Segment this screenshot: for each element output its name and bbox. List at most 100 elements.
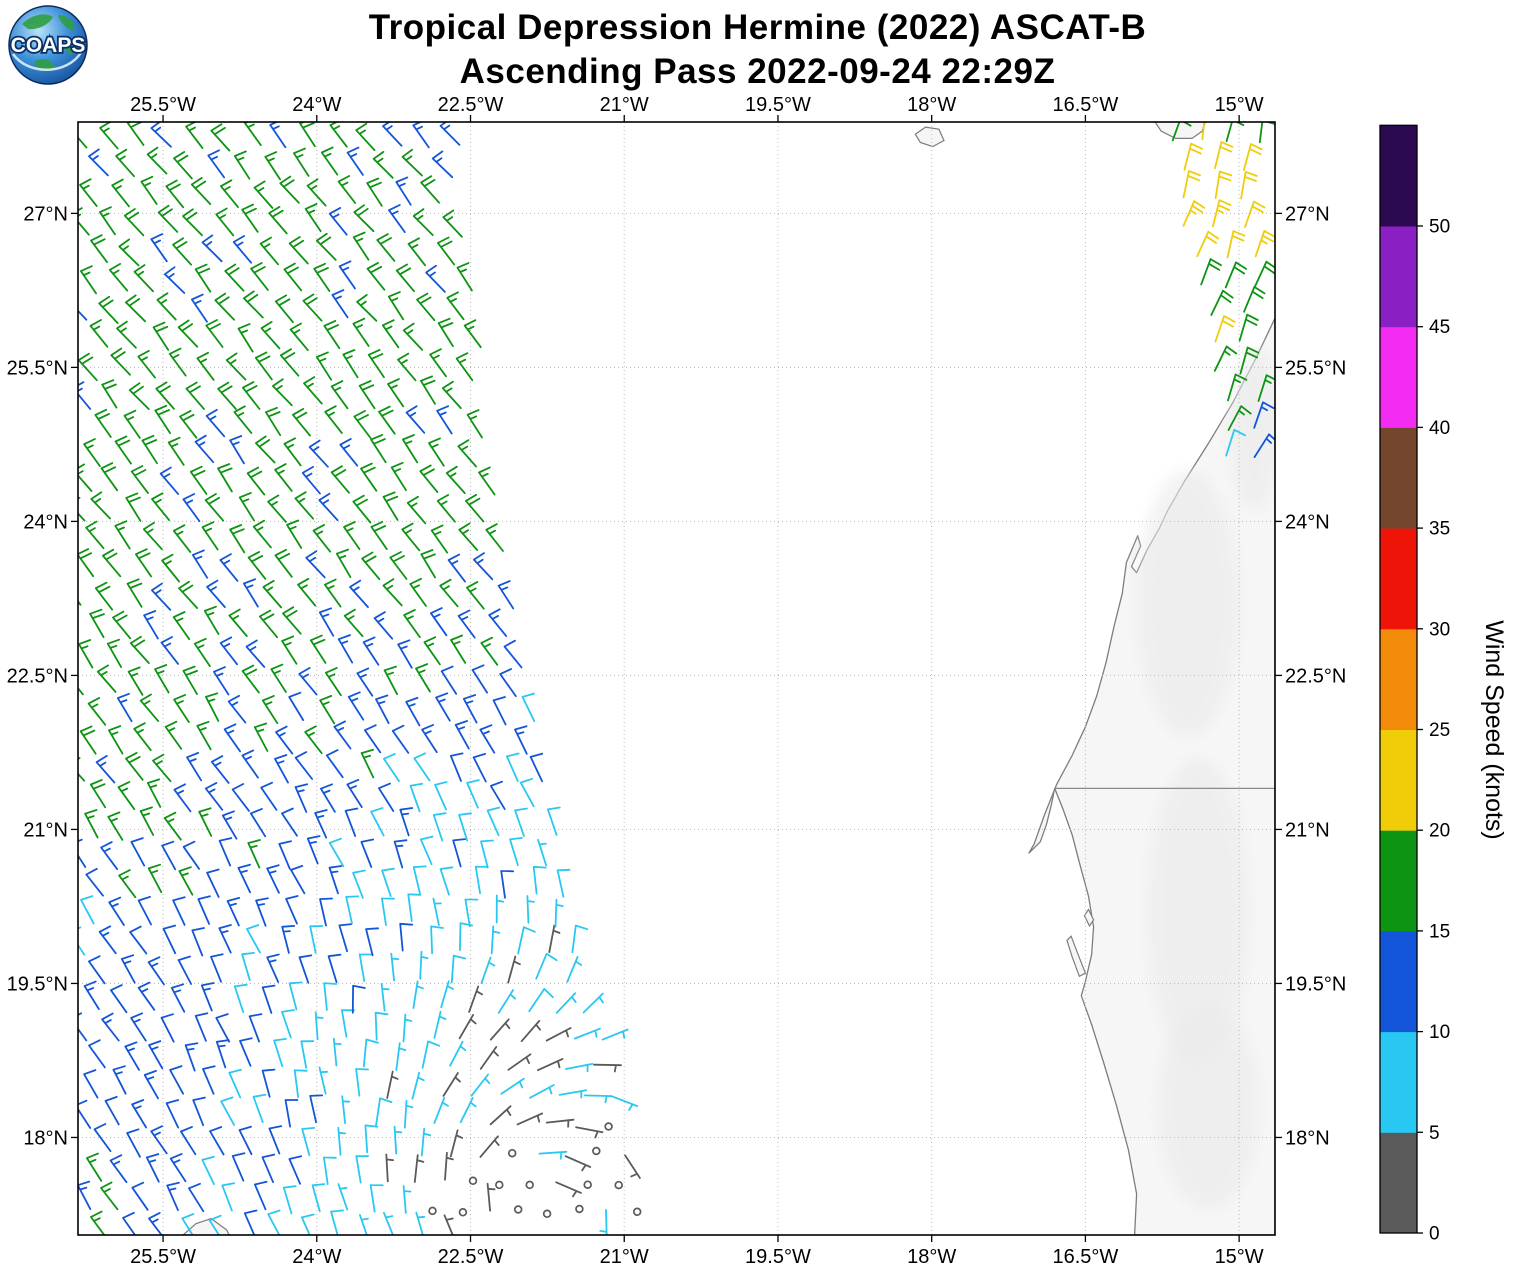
colorbar-label: Wind Speed (knots) bbox=[1480, 620, 1508, 840]
wind-barb-icon bbox=[538, 1150, 568, 1160]
wind-barb-icon bbox=[1225, 122, 1245, 142]
wind-barb-icon bbox=[288, 691, 305, 721]
wind-barb-icon bbox=[1254, 260, 1275, 288]
wind-barb-icon bbox=[78, 122, 88, 149]
colorbar-tick-label: 10 bbox=[1429, 1022, 1450, 1043]
wind-barb-icon bbox=[204, 493, 224, 522]
wind-barb-icon bbox=[226, 897, 241, 927]
wind-barb-icon bbox=[238, 1125, 253, 1156]
colorbar-frame bbox=[1379, 124, 1418, 1234]
x-tick-label-top: 24°W bbox=[292, 94, 341, 116]
wind-barb-icon bbox=[218, 924, 232, 954]
wind-barb-icon bbox=[185, 381, 205, 410]
wind-barb-icon bbox=[352, 317, 370, 347]
y-tick-label-left: 24°N bbox=[23, 511, 68, 533]
wind-barb-icon bbox=[436, 494, 456, 523]
wind-barb-icon bbox=[206, 868, 220, 898]
wind-barb-icon bbox=[1258, 122, 1275, 144]
wind-barb-icon bbox=[146, 146, 168, 175]
coaps-logo: COAPS bbox=[6, 2, 90, 86]
wind-barb-icon bbox=[112, 610, 132, 640]
wind-barb-icon bbox=[173, 783, 192, 813]
wind-barb-icon bbox=[152, 321, 170, 351]
axes-frame bbox=[77, 121, 1276, 1236]
wind-barb-icon bbox=[246, 466, 266, 496]
wind-barb-icon bbox=[203, 605, 220, 635]
wind-barb-icon bbox=[184, 1042, 199, 1072]
wind-barb-icon bbox=[198, 807, 213, 837]
wind-barb-icon bbox=[229, 524, 246, 554]
wind-barb-icon bbox=[555, 992, 577, 1014]
wind-barb-icon bbox=[137, 896, 152, 926]
wind-barb-icon bbox=[94, 581, 114, 611]
wind-barb-icon bbox=[243, 290, 264, 319]
wind-barb-icon bbox=[309, 634, 327, 664]
calm-circle-icon bbox=[583, 1180, 592, 1189]
wind-barb-icon bbox=[1201, 122, 1206, 141]
wind-barb-icon bbox=[140, 175, 158, 205]
colorbar-segment bbox=[1380, 830, 1417, 932]
wind-barb-icon bbox=[243, 578, 259, 608]
wind-barb-icon bbox=[205, 692, 220, 722]
wind-barb-icon bbox=[129, 925, 148, 955]
wind-barb-icon bbox=[545, 1118, 575, 1128]
wind-barb-icon bbox=[479, 724, 496, 754]
wind-barb-icon bbox=[492, 696, 507, 726]
wind-barb-icon bbox=[288, 1155, 302, 1185]
wind-barb-icon bbox=[403, 609, 421, 638]
wind-barb-icon bbox=[181, 1213, 195, 1235]
plot-border bbox=[77, 121, 1276, 1236]
colorbar-tick-label: 20 bbox=[1429, 821, 1450, 842]
wind-barb-icon bbox=[243, 1209, 258, 1235]
wind-barb-icon bbox=[444, 1151, 454, 1181]
wind-barb-icon bbox=[353, 410, 372, 439]
wind-barb-icon bbox=[284, 1099, 299, 1128]
wind-barb-icon bbox=[486, 806, 501, 837]
wind-barb-icon bbox=[338, 923, 353, 953]
calm-circle-icon bbox=[575, 1204, 584, 1214]
wind-barb-icon bbox=[120, 954, 136, 984]
wind-barb-icon bbox=[249, 808, 267, 838]
y-tick-label-left: 27°N bbox=[23, 203, 68, 225]
wind-barb-icon bbox=[324, 405, 343, 434]
wind-barb-icon bbox=[79, 178, 98, 207]
calm-circle-icon bbox=[604, 1122, 613, 1131]
wind-barb-icon bbox=[111, 178, 130, 208]
x-tick-label-bottom: 18°W bbox=[907, 1246, 956, 1264]
wind-barb-icon bbox=[378, 405, 396, 435]
terrain-shade bbox=[1228, 346, 1275, 512]
wind-barb-icon bbox=[413, 752, 431, 782]
wind-barb-icon bbox=[337, 634, 354, 664]
wind-barb-icon bbox=[304, 725, 323, 755]
wind-barb-icon bbox=[450, 634, 467, 664]
wind-barb-icon bbox=[419, 835, 434, 866]
wind-barb-icon bbox=[297, 577, 317, 607]
wind-barb-icon bbox=[403, 1099, 414, 1129]
wind-barb-icon bbox=[273, 1038, 287, 1068]
wind-barb-icon bbox=[169, 1153, 187, 1183]
wind-barb-icon bbox=[486, 1182, 496, 1212]
wind-barb-icon bbox=[383, 665, 398, 696]
land-shape bbox=[22, 14, 53, 30]
island-tidra bbox=[1066, 935, 1087, 978]
wind-barb-icon bbox=[301, 1127, 315, 1156]
wind-barb-icon bbox=[142, 521, 163, 551]
wind-barb-icon bbox=[421, 724, 438, 754]
wind-barb-icon bbox=[430, 607, 448, 637]
wind-barb-icon bbox=[89, 319, 109, 348]
wind-barb-icon bbox=[328, 865, 343, 895]
wind-barb-icon bbox=[89, 779, 107, 809]
wind-barb-icon bbox=[116, 692, 133, 723]
wind-barb-icon bbox=[430, 925, 444, 955]
wind-barb-icon bbox=[575, 1126, 604, 1139]
colorbar-segment bbox=[1380, 528, 1417, 630]
wind-barb-icon bbox=[1238, 313, 1259, 342]
wind-barb-icon bbox=[362, 1038, 379, 1068]
wind-barb-icon bbox=[341, 1009, 355, 1038]
wind-barb-icon bbox=[395, 1042, 407, 1071]
wind-barb-icon bbox=[260, 321, 281, 350]
wind-barb-icon bbox=[601, 1028, 629, 1041]
wind-barb-icon bbox=[148, 1040, 164, 1070]
wind-barb-icon bbox=[395, 263, 415, 293]
wind-barb-icon bbox=[117, 781, 136, 811]
